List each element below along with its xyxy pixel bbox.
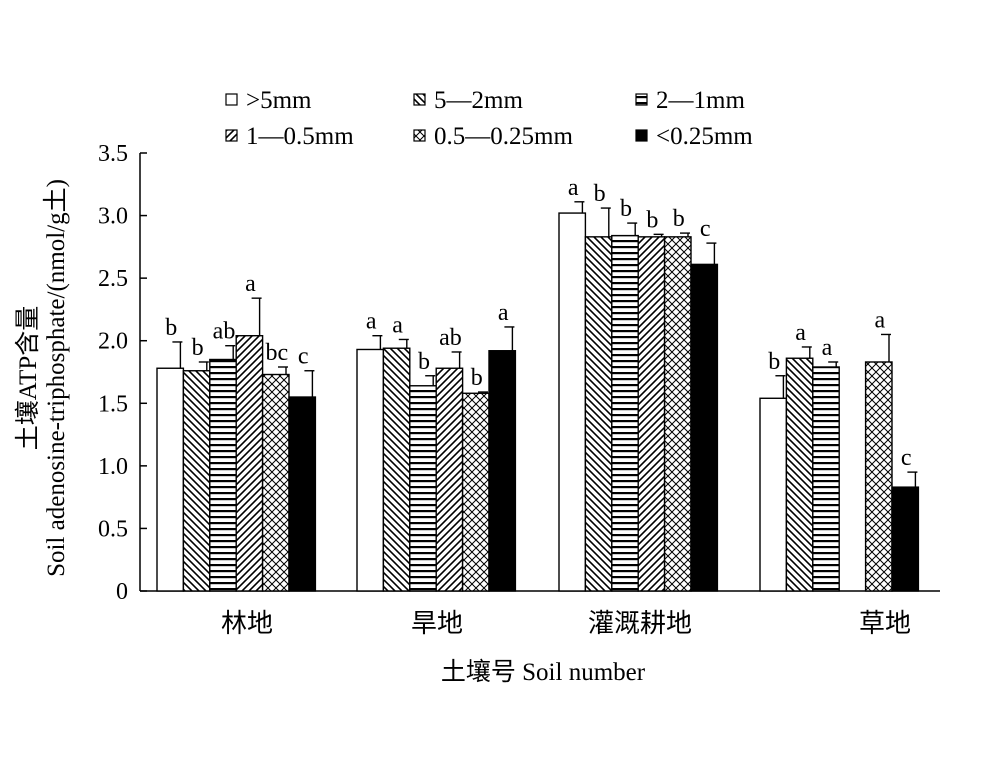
significance-label: ab	[439, 325, 462, 351]
legend-swatch	[225, 129, 238, 142]
bar	[356, 348, 385, 592]
bar	[288, 396, 317, 592]
significance-label: ab	[213, 319, 236, 345]
legend-swatch	[225, 93, 238, 106]
significance-label: b	[646, 207, 658, 233]
category-label: 旱地	[411, 609, 463, 639]
bar	[261, 373, 290, 592]
bar	[637, 236, 666, 592]
bar	[488, 350, 517, 592]
category-label: 林地	[221, 609, 273, 639]
bar	[461, 392, 490, 592]
bar	[690, 263, 719, 592]
bar	[891, 486, 920, 592]
legend-label: 5—2mm	[434, 87, 523, 114]
y-tick-label: 3.5	[98, 141, 128, 167]
significance-label: a	[822, 335, 833, 361]
bar	[182, 370, 211, 592]
significance-label: bc	[265, 340, 288, 366]
legend-label: 0.5—0.25mm	[434, 123, 573, 150]
significance-label: a	[498, 300, 509, 326]
legend-swatch	[635, 129, 648, 142]
y-axis-title-line2: Soil adenosine-triphosphate/(nmol/g土)	[42, 179, 70, 577]
significance-label: a	[874, 307, 885, 333]
legend-swatch	[413, 129, 426, 142]
bar	[156, 367, 185, 592]
legend-swatch	[635, 93, 648, 106]
significance-label: a	[795, 320, 806, 346]
legend-label: >5mm	[246, 87, 312, 114]
significance-label: b	[165, 315, 177, 341]
bar	[209, 358, 237, 592]
legend: >5mm 5—2mm 2—1mm 1—0.5mm 0.5—0.25mm <0.25mm	[225, 87, 753, 150]
significance-label: b	[594, 181, 606, 207]
significance-label: c	[700, 216, 711, 242]
x-axis-title: 土壤号 Soil number	[441, 658, 646, 686]
significance-label: a	[366, 309, 377, 335]
significance-label: b	[620, 196, 632, 222]
significance-label: c	[901, 445, 912, 471]
bar	[759, 397, 788, 592]
bar	[435, 367, 464, 592]
bar	[611, 234, 639, 592]
y-tick-label: 2.0	[98, 329, 128, 355]
y-tick-label: 3.0	[98, 204, 128, 230]
legend-label: 2—1mm	[656, 87, 745, 114]
bar	[663, 236, 692, 592]
significance-label: b	[192, 335, 204, 361]
significance-label: c	[298, 344, 309, 370]
bar	[558, 212, 587, 592]
y-ticks: 0 0.5 1.0 1.5 2.0 2.5 3.0 3.5	[98, 141, 147, 605]
y-tick-label: 2.5	[98, 266, 128, 292]
significance-label: b	[768, 349, 780, 375]
significance-label: b	[418, 349, 430, 375]
category-label: 灌溉耕地	[588, 609, 692, 639]
bar	[584, 236, 613, 592]
bar	[235, 335, 264, 592]
y-tick-label: 0	[116, 579, 128, 605]
legend-label: <0.25mm	[656, 123, 753, 150]
significance-label: a	[568, 175, 579, 201]
bar	[812, 366, 840, 592]
category-labels: 林地 旱地 灌溉耕地 草地	[221, 609, 911, 639]
bar	[864, 361, 893, 592]
y-axis-title-group: 土壤ATP含量 Soil adenosine-triphosphate/(nmo…	[14, 179, 70, 577]
y-tick-label: 1.5	[98, 391, 128, 417]
significance-label: a	[245, 271, 256, 297]
category-label: 草地	[859, 609, 911, 639]
y-tick-label: 0.5	[98, 516, 128, 542]
y-tick-label: 1.0	[98, 454, 128, 480]
y-axis-title-line1: 土壤ATP含量	[14, 306, 42, 450]
bar	[785, 357, 814, 592]
significance-label: b	[471, 365, 483, 391]
legend-label: 1—0.5mm	[246, 123, 354, 150]
significance-label: a	[392, 312, 403, 338]
legend-swatch	[413, 93, 426, 106]
bar	[409, 385, 437, 592]
significance-label: b	[673, 206, 685, 232]
bar	[382, 347, 411, 592]
